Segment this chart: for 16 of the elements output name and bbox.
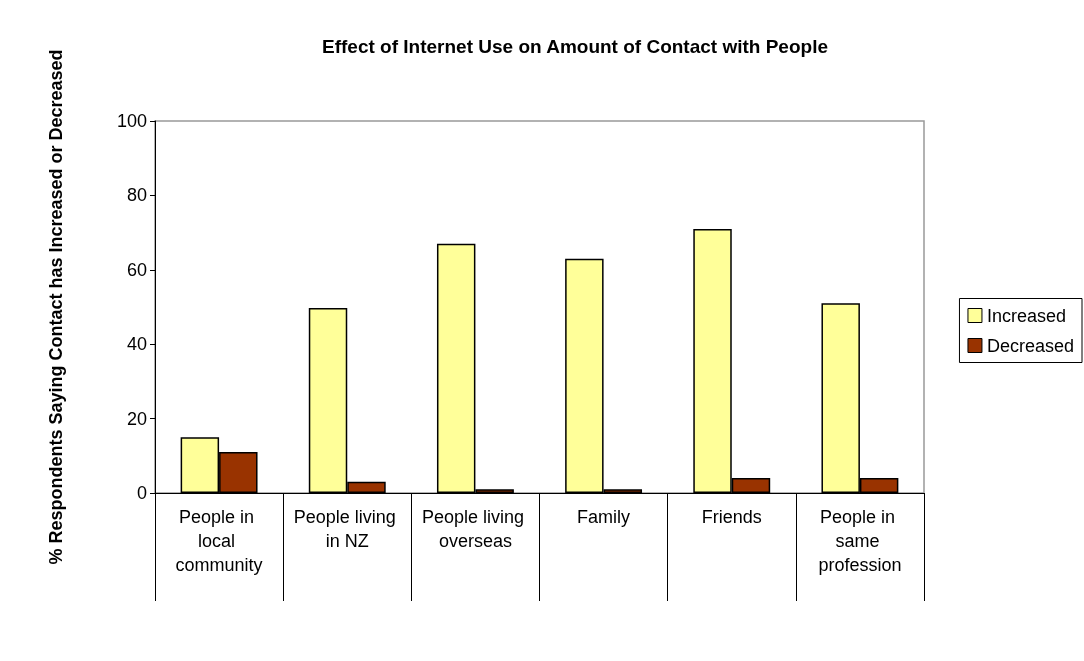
x-tick-label: People living in NZ bbox=[293, 507, 401, 551]
x-tick-label: Family bbox=[577, 507, 631, 527]
x-tick-label: Friends bbox=[701, 507, 762, 527]
y-tick-label: 20 bbox=[126, 408, 147, 429]
y-tick-label: 0 bbox=[136, 483, 147, 503]
y-axis-title: % Respondents Saying Contact has Increased or Decreased bbox=[46, 49, 66, 565]
x-tick-label: People in same profession bbox=[818, 507, 902, 575]
legend-label: Decreased bbox=[986, 335, 1074, 356]
y-tick-label: 60 bbox=[126, 259, 147, 280]
x-tick-label: People in local community bbox=[175, 507, 263, 575]
legend-label: Increased bbox=[986, 305, 1067, 326]
y-tick-label: 100 bbox=[116, 111, 147, 131]
y-tick-label: 80 bbox=[126, 185, 147, 206]
chart-title: Effect of Internet Use on Amount of Contact with People bbox=[322, 36, 828, 57]
x-tick-label: People living overseas bbox=[421, 507, 529, 551]
y-tick-label: 40 bbox=[126, 334, 147, 355]
